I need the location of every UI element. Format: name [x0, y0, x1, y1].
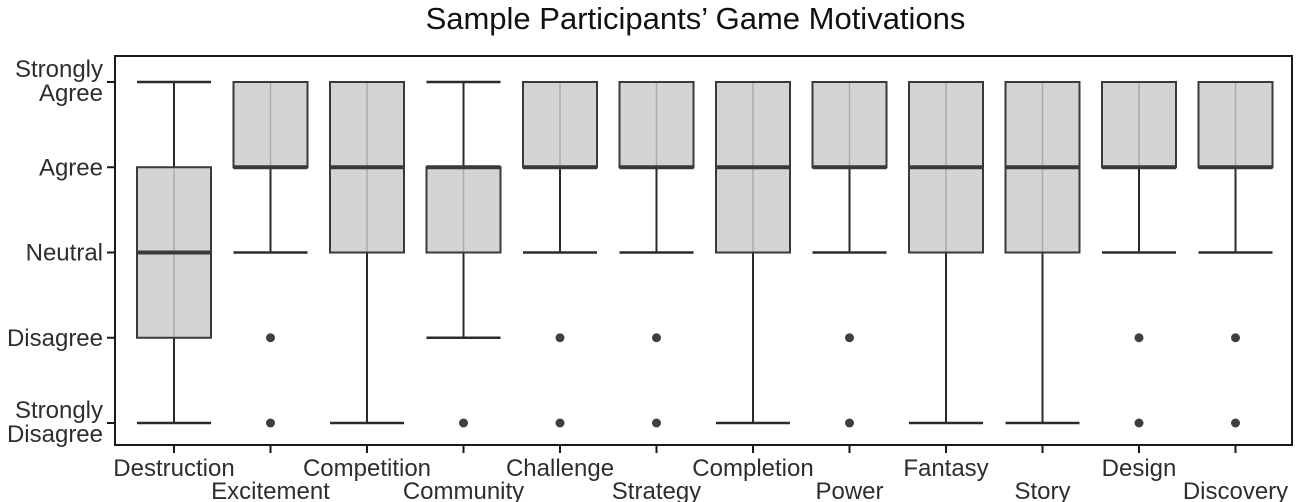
y-tick-label-neutral: Neutral	[26, 240, 103, 267]
x-tick-label-completion: Completion	[692, 455, 813, 482]
x-tick-label-excitement: Excitement	[211, 478, 330, 502]
outlier-community-strongly-disagree	[459, 418, 468, 428]
outlier-excitement-disagree	[266, 333, 275, 343]
outlier-power-disagree	[845, 333, 854, 343]
x-tick-label-competition: Competition	[303, 455, 431, 482]
outlier-design-disagree	[1134, 333, 1144, 343]
outlier-power-strongly-disagree	[845, 418, 854, 428]
y-tick-label-strongly-agree-line1: Strongly	[15, 56, 103, 83]
x-tick-label-discovery: Discovery	[1183, 478, 1288, 502]
y-tick-label-strongly-disagree-line1: Strongly	[15, 397, 103, 424]
x-tick-label-challenge: Challenge	[506, 455, 614, 482]
y-tick-label-strongly-disagree-line2: Disagree	[7, 421, 103, 448]
x-tick-label-community: Community	[403, 478, 524, 502]
x-tick-label-story: Story	[1014, 478, 1070, 502]
x-tick-label-power: Power	[815, 478, 883, 502]
y-tick-label-strongly-agree-line2: Agree	[39, 80, 103, 107]
outlier-discovery-disagree	[1231, 333, 1240, 343]
x-tick-label-destruction: Destruction	[113, 455, 234, 482]
chart-title: Sample Participants’ Game Motivations	[425, 1, 966, 36]
x-tick-label-fantasy: Fantasy	[903, 455, 988, 482]
x-tick-label-strategy: Strategy	[612, 478, 701, 502]
outlier-strategy-disagree	[652, 333, 661, 343]
outlier-challenge-disagree	[555, 333, 565, 343]
outlier-excitement-strongly-disagree	[266, 418, 275, 428]
y-tick-label-disagree: Disagree	[7, 325, 103, 352]
y-tick-label-agree: Agree	[39, 154, 103, 181]
x-tick-label-design: Design	[1102, 455, 1177, 482]
outlier-design-strongly-disagree	[1134, 418, 1144, 428]
outlier-challenge-strongly-disagree	[555, 418, 565, 428]
plot-panel-border	[114, 55, 1293, 446]
outlier-discovery-strongly-disagree	[1231, 418, 1240, 428]
outlier-strategy-strongly-disagree	[652, 418, 661, 428]
